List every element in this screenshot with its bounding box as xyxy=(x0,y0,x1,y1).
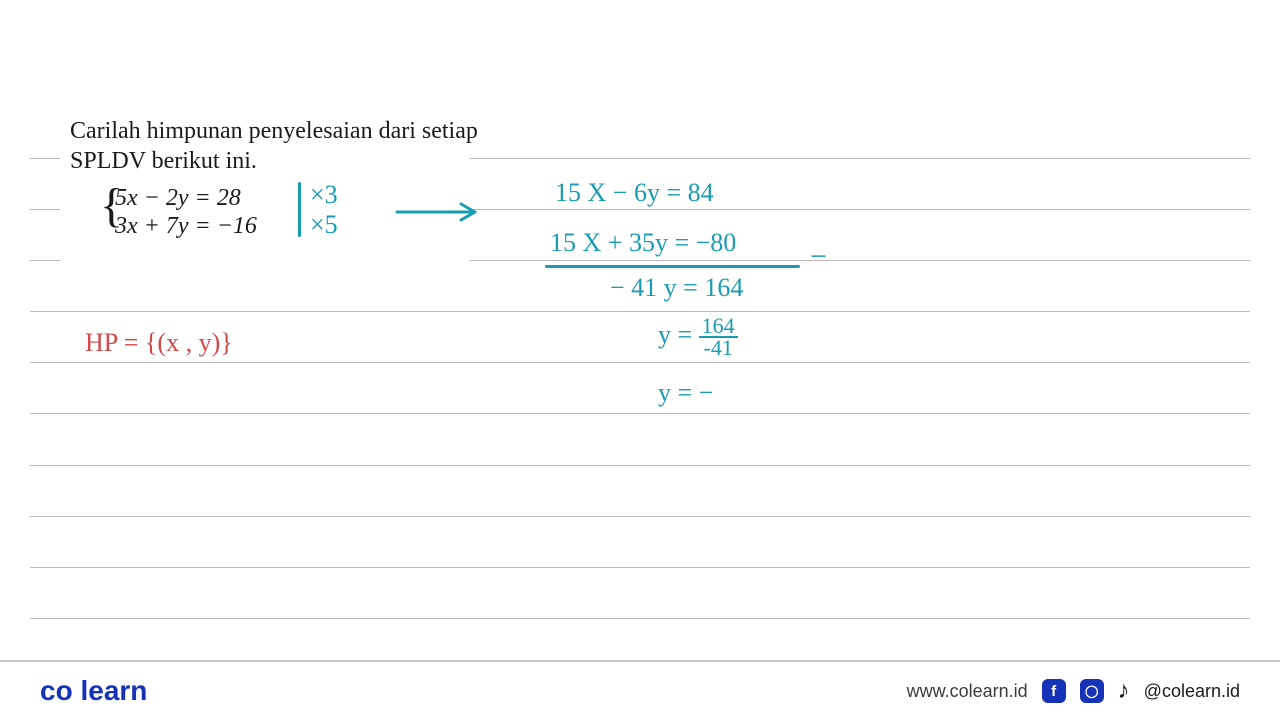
equation-1: 5x − 2y = 28 xyxy=(115,185,241,212)
footer-right: www.colearn.id f ◯ ♪ @colearn.id xyxy=(907,677,1240,705)
ruled-line xyxy=(30,516,1250,517)
ruled-line xyxy=(30,465,1250,466)
ruled-line xyxy=(470,209,1250,210)
subtraction-line xyxy=(545,265,800,268)
ruled-line-short xyxy=(30,260,60,261)
problem-line-2: SPLDV berikut ini. xyxy=(70,148,257,175)
work-step-5: y = − xyxy=(658,378,713,408)
work-step-2: 15 X + 35y = −80 xyxy=(550,228,736,258)
ruled-line xyxy=(30,567,1250,568)
ruled-line-short xyxy=(30,209,60,210)
arrow-icon xyxy=(395,200,485,224)
ruled-line xyxy=(30,362,1250,363)
equation-2: 3x + 7y = −16 xyxy=(115,213,257,240)
mult-1: ×3 xyxy=(310,180,338,210)
ruled-line xyxy=(470,260,1250,261)
tiktok-icon: ♪ xyxy=(1118,677,1130,705)
ruled-line-short xyxy=(30,158,60,159)
answer-hp: HP = {(x , y)} xyxy=(85,328,233,358)
footer-url: www.colearn.id xyxy=(907,681,1028,702)
facebook-icon: f xyxy=(1042,679,1066,703)
instagram-icon: ◯ xyxy=(1080,679,1104,703)
vertical-divider xyxy=(298,182,301,237)
work-step-3: − 41 y = 164 xyxy=(610,273,743,303)
work-step-4: y = 164 -41 xyxy=(658,316,738,358)
brand-logo: co learn xyxy=(40,675,147,707)
problem-line-1: Carilah himpunan penyelesaian dari setia… xyxy=(70,118,478,145)
footer-handle: @colearn.id xyxy=(1144,681,1240,702)
ruled-line xyxy=(30,413,1250,414)
ruled-line xyxy=(30,311,1250,312)
ruled-line xyxy=(470,158,1250,159)
mult-2: ×5 xyxy=(310,210,338,240)
footer: co learn www.colearn.id f ◯ ♪ @colearn.i… xyxy=(0,660,1280,720)
ruled-line xyxy=(30,618,1250,619)
work-minus: − xyxy=(810,240,827,274)
work-step-1: 15 X − 6y = 84 xyxy=(555,178,714,208)
